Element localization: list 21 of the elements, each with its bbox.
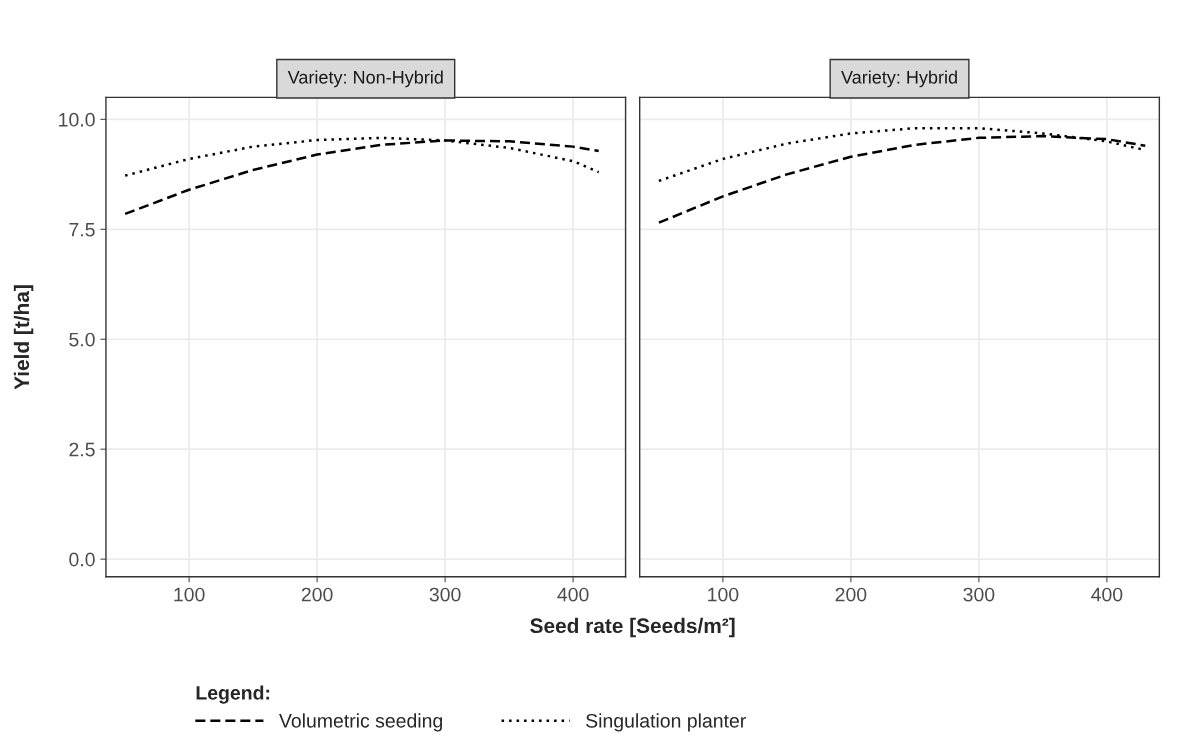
- chart-title: Variety: Non-Hybrid: [287, 70, 443, 88]
- legend-title: Legend:: [196, 685, 270, 704]
- y-tick-label: 5.0: [69, 332, 95, 347]
- x-tick-label: 200: [301, 587, 333, 602]
- x-axis-title: Seed rate [Seeds/m²]: [530, 617, 735, 638]
- y-axis-title: Yield [t/ha]: [13, 285, 34, 390]
- x-tick-label: 400: [557, 587, 589, 602]
- legend-label: Singulation planter: [586, 713, 746, 732]
- legend-label: Volumetric seeding: [279, 713, 442, 732]
- x-tick-label: 200: [835, 587, 867, 602]
- x-tick-label: 100: [174, 587, 205, 602]
- y-tick-label: 7.5: [69, 222, 95, 237]
- x-tick-label: 300: [429, 587, 461, 602]
- chart-title: Variety: Hybrid: [841, 70, 957, 88]
- y-tick-label: 0.0: [69, 552, 95, 567]
- y-tick-label: 2.5: [69, 442, 95, 457]
- x-tick-label: 300: [963, 587, 995, 602]
- y-tick-label: 10.0: [59, 112, 95, 127]
- x-tick-label: 400: [1091, 587, 1123, 602]
- x-tick-label: 100: [708, 587, 739, 602]
- line-series: [123, 139, 600, 216]
